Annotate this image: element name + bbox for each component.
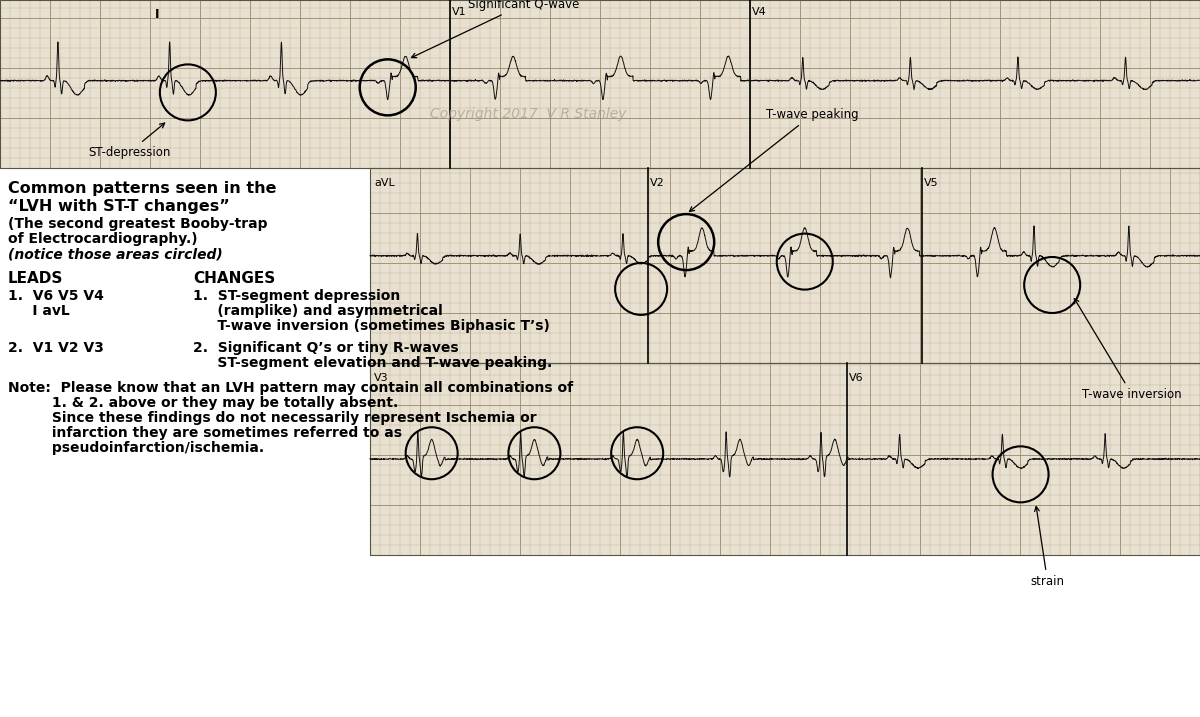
Text: Note:  Please know that an LVH pattern may contain all combinations of: Note: Please know that an LVH pattern ma… — [8, 381, 574, 395]
Text: I avL: I avL — [8, 304, 70, 318]
Text: Common patterns seen in the: Common patterns seen in the — [8, 181, 276, 196]
Text: strain: strain — [1031, 506, 1064, 588]
Text: (ramplike) and asymmetrical: (ramplike) and asymmetrical — [193, 304, 443, 318]
Text: 1.  V6 V5 V4: 1. V6 V5 V4 — [8, 289, 104, 303]
Text: V6: V6 — [850, 373, 864, 383]
Text: T-wave inversion (sometimes Biphasic T’s): T-wave inversion (sometimes Biphasic T’s… — [193, 319, 550, 333]
Text: 1. & 2. above or they may be totally absent.: 1. & 2. above or they may be totally abs… — [8, 396, 398, 409]
Text: CHANGES: CHANGES — [193, 271, 275, 286]
Text: V3: V3 — [374, 373, 389, 383]
Text: ST-segment elevation and T-wave peaking.: ST-segment elevation and T-wave peaking. — [193, 356, 552, 370]
Text: I: I — [155, 8, 160, 21]
Text: Significant Q-wave: Significant Q-wave — [412, 0, 580, 57]
Text: V1: V1 — [452, 7, 467, 17]
Text: Copyright 2017  V R Stanley: Copyright 2017 V R Stanley — [430, 107, 626, 120]
Bar — [370, 363, 1200, 555]
Text: T-wave inversion: T-wave inversion — [1074, 298, 1182, 401]
Text: V5: V5 — [924, 178, 938, 188]
Text: T-wave peaking: T-wave peaking — [690, 108, 859, 212]
Text: Since these findings do not necessarily represent Ischemia or: Since these findings do not necessarily … — [8, 411, 536, 424]
Text: pseudoinfarction/ischemia.: pseudoinfarction/ischemia. — [8, 441, 264, 455]
Text: V2: V2 — [650, 178, 665, 188]
Text: aVL: aVL — [374, 178, 395, 188]
Text: 2.  V1 V2 V3: 2. V1 V2 V3 — [8, 341, 104, 355]
Text: LEADS: LEADS — [8, 271, 64, 286]
Bar — [370, 363, 1200, 555]
Text: (The second greatest Booby-trap: (The second greatest Booby-trap — [8, 217, 268, 231]
Bar — [0, 0, 1200, 168]
Bar — [0, 0, 1200, 168]
Text: “LVH with ST-T changes”: “LVH with ST-T changes” — [8, 199, 229, 214]
Text: ST-depression: ST-depression — [88, 123, 170, 159]
Text: of Electrocardiography.): of Electrocardiography.) — [8, 232, 198, 246]
Text: 2.  Significant Q’s or tiny R-waves: 2. Significant Q’s or tiny R-waves — [193, 341, 458, 355]
Bar — [370, 168, 1200, 363]
Text: 1.  ST-segment depression: 1. ST-segment depression — [193, 289, 401, 303]
Text: V4: V4 — [752, 7, 767, 17]
Text: infarction they are sometimes referred to as: infarction they are sometimes referred t… — [8, 426, 402, 440]
Bar — [370, 168, 1200, 363]
Text: (notice those areas circled): (notice those areas circled) — [8, 247, 223, 262]
